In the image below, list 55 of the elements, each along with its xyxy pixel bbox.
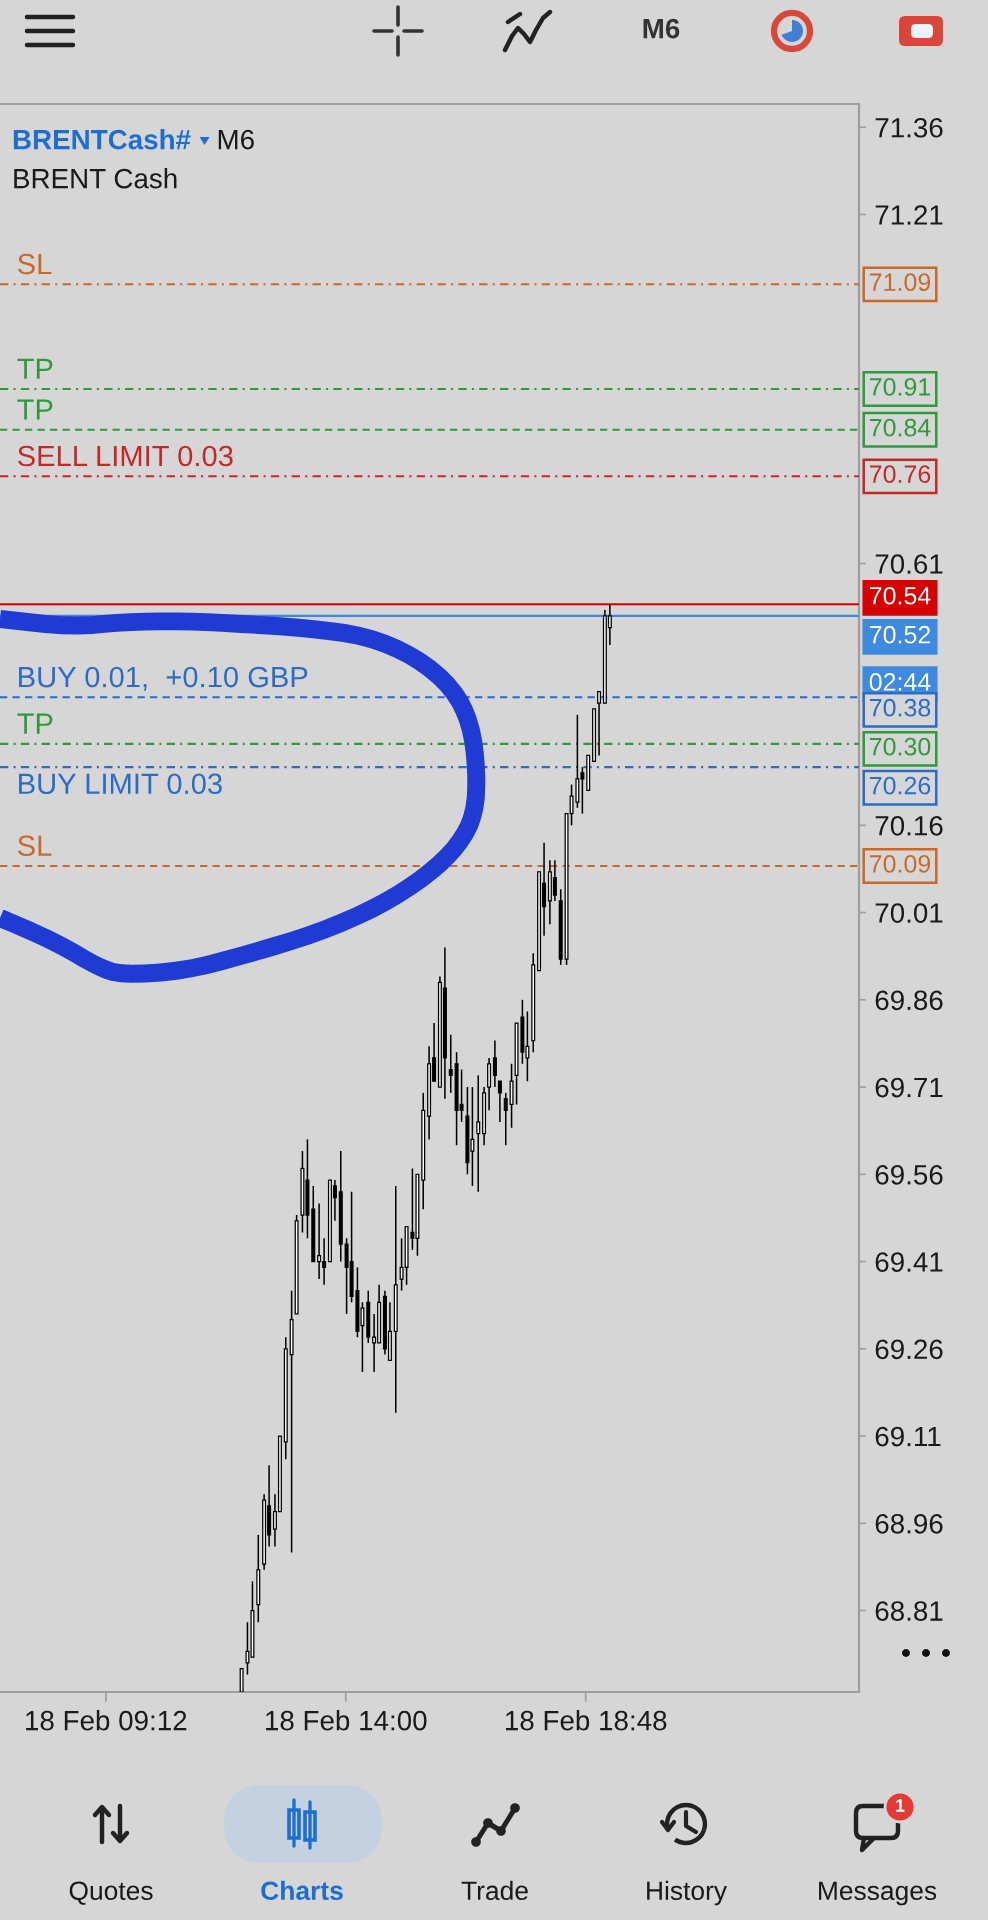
y-tick-label: 68.81 [875, 1601, 943, 1621]
text: Messages [819, 1881, 937, 1906]
y-tick-label: 69.41 [875, 1252, 943, 1272]
text: 70.30 [870, 737, 931, 756]
text: 71.09 [870, 273, 931, 292]
ref-line-label: BUY 0.01, +0.10 GBP [19, 666, 308, 691]
candlestick [552, 859, 557, 902]
y-tick-label: 68.96 [875, 1513, 943, 1534]
text: 70.52 [870, 625, 931, 644]
text: 70.54 [870, 586, 931, 605]
text: 70.91 [870, 378, 931, 396]
candlestick [487, 1057, 492, 1112]
ref-line-label: TP [17, 358, 53, 379]
text: 70.09 [870, 855, 931, 873]
y-tick-label: 70.01 [875, 903, 943, 923]
y-tick-label: 70.61 [875, 554, 943, 574]
text: M6 [643, 18, 680, 39]
candlestick [497, 1080, 502, 1123]
y-tick-label: 71.21 [875, 205, 943, 225]
candlestick [597, 690, 602, 757]
y-tick-label: 69.11 [875, 1426, 941, 1447]
candlestick [509, 1063, 514, 1129]
candlestick [492, 1039, 497, 1088]
candlestick [503, 1092, 508, 1146]
ref-line-label: TP [17, 399, 53, 420]
text: Trade [461, 1880, 528, 1901]
candlestick [476, 1074, 481, 1193]
y-tick-label: 69.71 [875, 1077, 943, 1098]
text: 70.84 [870, 418, 931, 437]
ref-line-label: SELL LIMIT 0.03 [17, 445, 233, 467]
x-tick-label: 18 Feb 09:12 [26, 1710, 187, 1731]
text: History [647, 1880, 727, 1906]
ref-line-label: SL [17, 253, 52, 275]
text: 70.76 [870, 465, 931, 483]
y-tick-label: 69.26 [875, 1339, 943, 1360]
text: BRENT Cash [14, 168, 177, 189]
text: 70.26 [870, 776, 931, 795]
y-tick-label: 71.36 [875, 117, 943, 138]
x-tick-label: 18 Feb 14:00 [266, 1710, 427, 1731]
y-tick-label: 70.16 [875, 815, 943, 836]
x-tick-label: 18 Feb 18:48 [505, 1710, 667, 1731]
y-tick-label: 69.86 [875, 990, 943, 1011]
ref-line-label: BUY LIMIT 0.03 [19, 773, 222, 795]
y-tick-label: 69.56 [875, 1164, 943, 1185]
ref-line-label: SL [17, 835, 52, 857]
candlestick [448, 1033, 453, 1094]
text: 70.38 [870, 698, 931, 717]
text: 1 [896, 1799, 905, 1812]
text: Quotes [69, 1881, 153, 1905]
text: Charts [261, 1880, 343, 1901]
text: 02:44 [869, 673, 931, 691]
candlestick [317, 1202, 322, 1280]
text: BRENTCash# [13, 129, 191, 150]
ref-line-label: TP [17, 713, 53, 734]
annotation: M6 [218, 129, 254, 150]
